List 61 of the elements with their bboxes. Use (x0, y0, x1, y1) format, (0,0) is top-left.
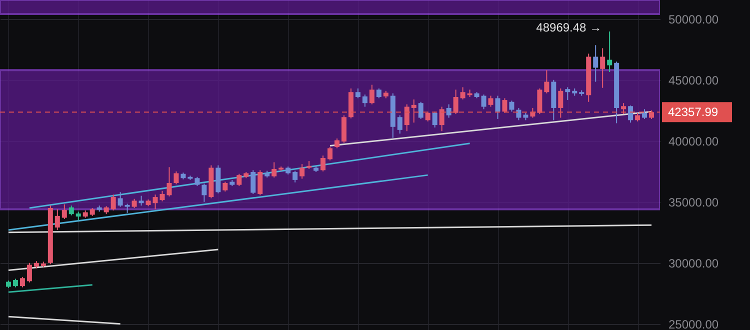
candlestick (439, 106, 444, 132)
candlestick (194, 176, 200, 187)
candlestick (110, 194, 116, 211)
candlestick (425, 111, 430, 122)
candlestick (502, 98, 508, 114)
candlestick (453, 89, 458, 115)
candlestick (236, 173, 242, 187)
candlestick (258, 170, 263, 196)
candlestick (509, 100, 514, 112)
candlestick (202, 183, 207, 202)
candlestick (20, 276, 25, 288)
candlestick (272, 162, 277, 178)
y-tick-label: 30000.00 (668, 256, 719, 270)
candlestick (54, 208, 60, 230)
candlestick (222, 181, 228, 192)
y-tick-label: 25000.00 (668, 317, 719, 330)
candlestick (495, 95, 500, 120)
candlestick (411, 98, 416, 124)
candlestick (62, 204, 67, 220)
candlestick (320, 155, 326, 172)
candlestick (118, 192, 123, 208)
candlestick (132, 198, 137, 209)
candlestick (328, 146, 332, 161)
candlestick (26, 262, 32, 283)
candlestick (446, 104, 452, 118)
candlestick (369, 84, 374, 105)
candlestick (481, 94, 486, 110)
candlestick (300, 164, 305, 180)
candlestick (334, 138, 340, 149)
candlestick (432, 111, 438, 128)
candlestick (600, 48, 606, 88)
candlestick (621, 102, 626, 115)
y-tick-label: 45000.00 (668, 73, 719, 88)
candlestick (397, 114, 402, 134)
candlestick (138, 195, 144, 206)
candlestick (565, 86, 570, 101)
candlestick (642, 108, 648, 120)
candlestick (152, 194, 158, 210)
candlestick (124, 203, 130, 214)
candlestick (418, 101, 424, 120)
y-tick-label: 35000.00 (668, 195, 719, 210)
candlestick (292, 170, 298, 183)
candlestick (488, 95, 494, 108)
candlestick (593, 44, 598, 82)
annotation: 48969.48 → (536, 20, 602, 34)
y-tick-label: 50000.00 (668, 12, 719, 26)
candlestick (544, 70, 550, 94)
candlestick (607, 30, 612, 72)
candlestick (362, 94, 368, 108)
candlestick (68, 205, 74, 216)
candlestick (250, 170, 256, 194)
candlestick (174, 170, 179, 185)
candlestick (404, 104, 410, 132)
candlestick (628, 105, 634, 124)
candlestick (537, 88, 542, 115)
candlestick (558, 88, 564, 118)
candlestick (460, 86, 466, 100)
candlestick (376, 88, 382, 99)
candlestick (355, 88, 360, 99)
ref-line-label: 42357.99 (668, 105, 718, 120)
y-tick-label: 40000.00 (668, 134, 719, 148)
